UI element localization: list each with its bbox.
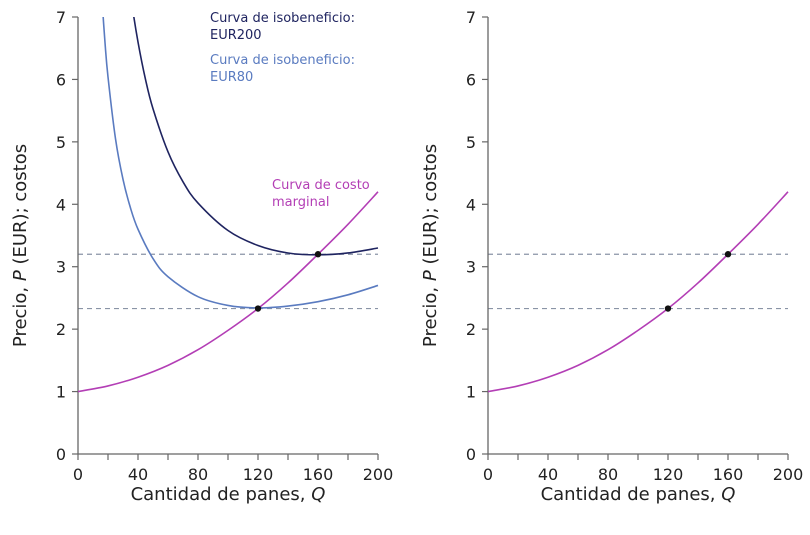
x-tick-label: 80: [188, 465, 208, 484]
y-tick-label: 3: [466, 258, 476, 277]
y-tick-label: 7: [56, 8, 66, 27]
chart-panel-1: 0 40 80 120 160 200 0 1 2 3 4 5 6 7 Cantidad de panes,…: [10, 8, 394, 505]
x-tick-label: 40: [538, 465, 558, 484]
y-tick-label: 4: [466, 195, 476, 214]
y-tick-label: 4: [56, 195, 66, 214]
y-tick-label: 3: [56, 258, 66, 277]
y-tick-label: 7: [466, 8, 476, 27]
equilibrium-point: [254, 305, 262, 312]
y-tick-label: 6: [56, 70, 66, 89]
y-tick-label: 1: [466, 383, 476, 402]
isoprofit-80-label: Curva de isobeneficio: EUR80: [210, 53, 355, 85]
marginal-cost-curve: [78, 191, 379, 393]
chart-panel-2: 0 40 80 120 160 200 0 1 2 3 4 5 6 7 Cantidad de panes,…: [420, 8, 803, 505]
y-tick-label: 6: [466, 70, 476, 89]
marginal-cost-label: Curva de costo marginal: [272, 178, 370, 210]
x-tick-label: 200: [363, 465, 394, 484]
isoprofit-200-label: Curva de isobeneficio: EUR200: [210, 11, 355, 43]
y-tick-label: 0: [466, 445, 476, 464]
x-tick-label: 160: [303, 465, 334, 484]
y-tick-label: 5: [56, 133, 66, 152]
isoprofit-80-curve: [102, 17, 379, 309]
y-tick-label: 2: [466, 320, 476, 339]
equilibrium-point: [664, 305, 672, 312]
x-tick-label: 200: [773, 465, 804, 484]
x-tick-label: 120: [653, 465, 684, 484]
x-tick-label: 80: [598, 465, 618, 484]
equilibrium-point: [724, 251, 732, 258]
y-tick-label: 1: [56, 383, 66, 402]
y-tick-label: 2: [56, 320, 66, 339]
x-tick-label: 40: [128, 465, 148, 484]
y-axis-label: Precio, P (EUR); costos: [420, 144, 441, 347]
y-tick-label: 0: [56, 445, 66, 464]
y-tick-label: 5: [466, 133, 476, 152]
x-tick-label: 160: [713, 465, 744, 484]
x-tick-label: 0: [73, 465, 83, 484]
x-tick-label: 0: [483, 465, 493, 484]
x-axis-label: Cantidad de panes, Q: [541, 484, 736, 505]
x-tick-label: 120: [243, 465, 274, 484]
equilibrium-point: [314, 251, 322, 258]
marginal-cost-curve: [488, 191, 789, 393]
x-axis-label: Cantidad de panes, Q: [131, 484, 326, 505]
y-axis-label: Precio, P (EUR); costos: [10, 144, 31, 347]
